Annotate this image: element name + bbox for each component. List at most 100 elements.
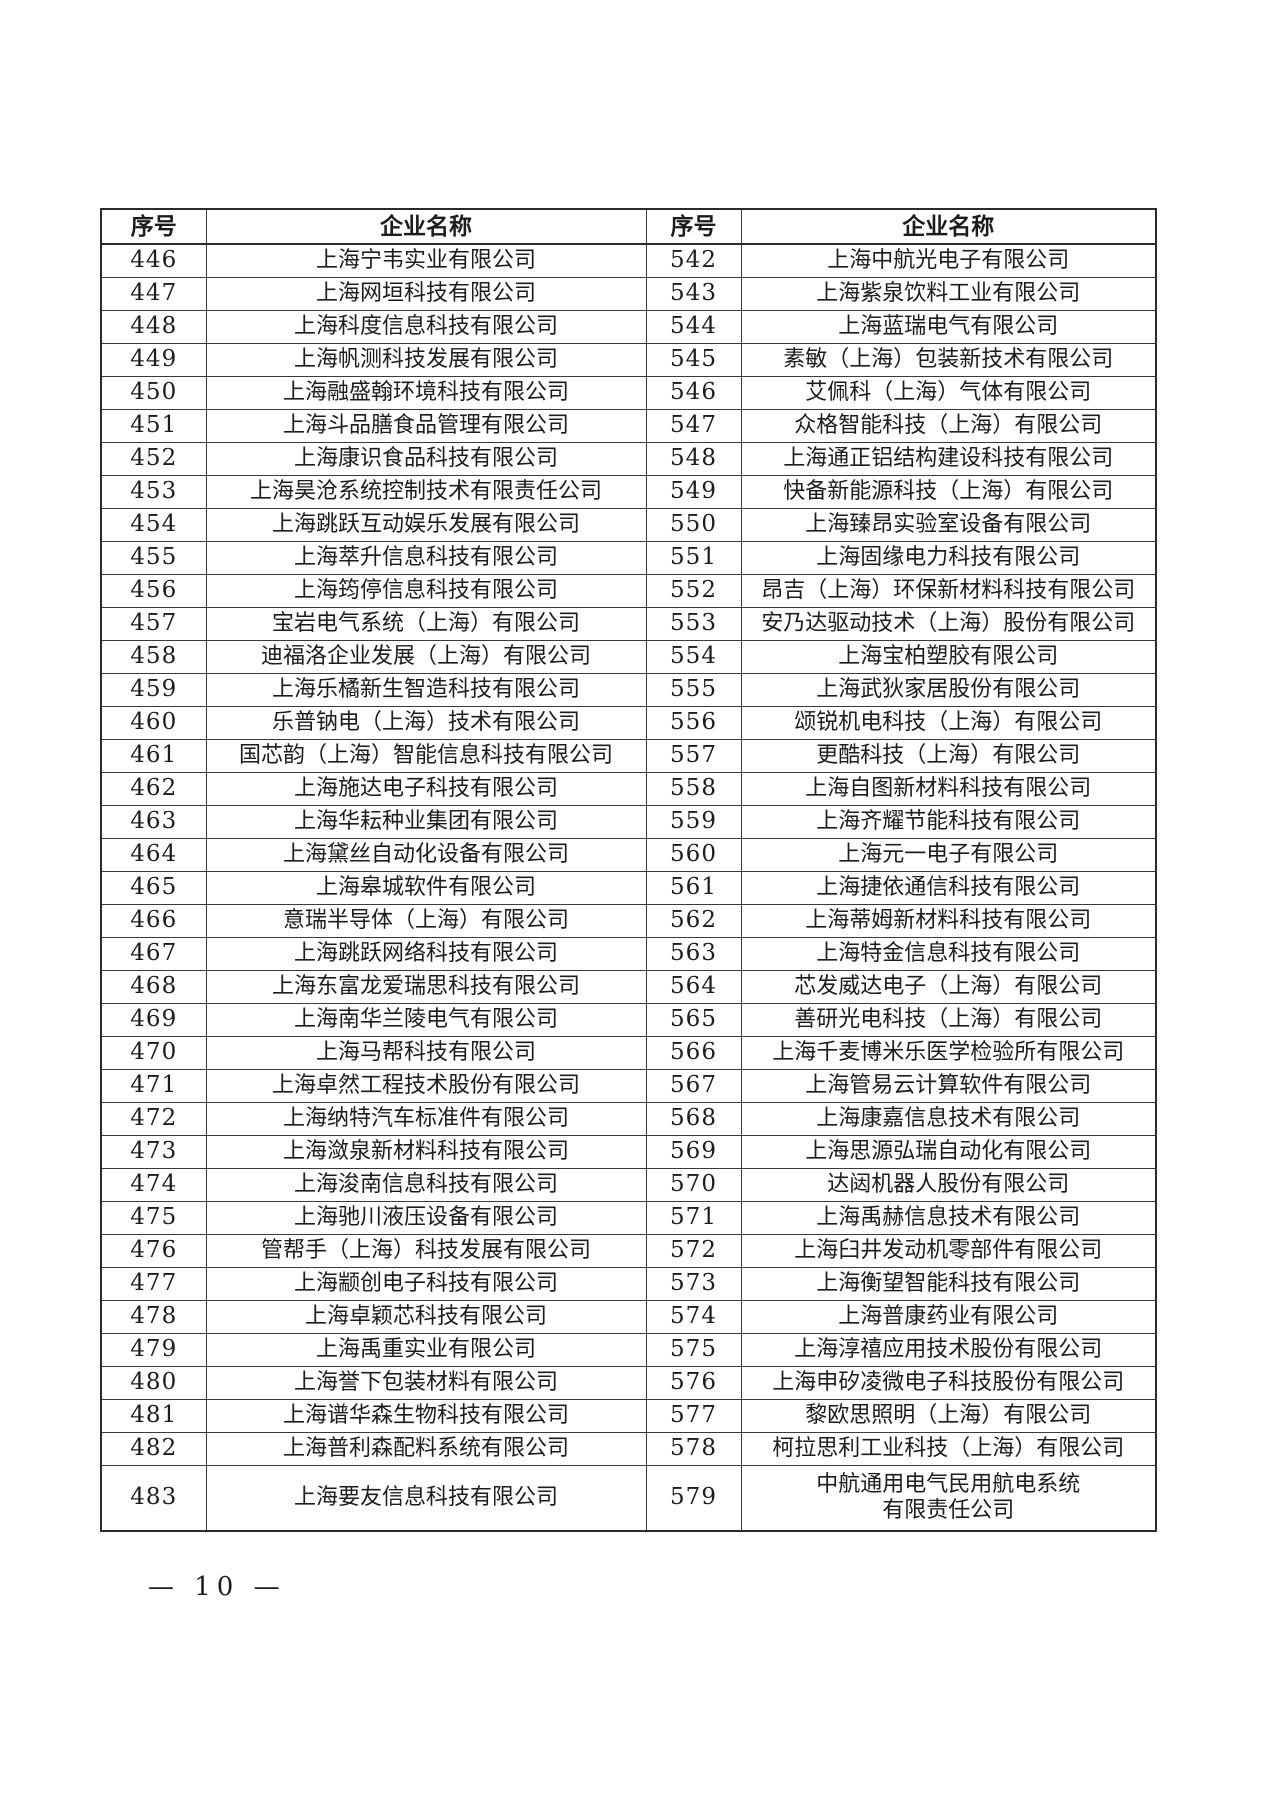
table-row: 480 上海誉下包装材料有限公司 576 上海申矽凌微电子科技股份有限公司 [100, 1366, 1157, 1400]
serial-number-cell-left: 461 [100, 739, 207, 773]
company-name-cell-right: 上海蓝瑞电气有限公司 [740, 310, 1157, 344]
table-body: 446 上海宁韦实业有限公司 542 上海中航光电子有限公司 447 上海网垣科… [100, 243, 1157, 1532]
company-name-cell-right: 颂锐机电科技（上海）有限公司 [740, 706, 1157, 740]
company-name-cell-right: 善研光电科技（上海）有限公司 [740, 1003, 1157, 1037]
table-row: 457 宝岩电气系统（上海）有限公司 553 安乃达驱动技术（上海）股份有限公司 [100, 607, 1157, 641]
company-name-cell-left: 上海乐橘新生智造科技有限公司 [205, 673, 647, 707]
table-row: 456 上海筠停信息科技有限公司 552 昂吉（上海）环保新材料科技有限公司 [100, 574, 1157, 608]
serial-number-cell-right: 542 [645, 243, 742, 278]
serial-number-cell-right: 578 [645, 1432, 742, 1466]
serial-number-cell-left: 479 [100, 1333, 207, 1367]
serial-number-cell-right: 568 [645, 1102, 742, 1136]
col-header-index-left: 序号 [100, 208, 207, 245]
serial-number-cell-left: 451 [100, 409, 207, 443]
company-name-cell-left: 上海卓颖芯科技有限公司 [205, 1300, 647, 1334]
serial-number-cell-left: 473 [100, 1135, 207, 1169]
serial-number-cell-right: 563 [645, 937, 742, 971]
table-row: 464 上海黛丝自动化设备有限公司 560 上海元一电子有限公司 [100, 838, 1157, 872]
company-name-cell-left: 上海宁韦实业有限公司 [205, 243, 647, 278]
company-name-cell-left: 上海康识食品科技有限公司 [205, 442, 647, 476]
serial-number-cell-right: 550 [645, 508, 742, 542]
table-row: 463 上海华耘种业集团有限公司 559 上海齐耀节能科技有限公司 [100, 805, 1157, 839]
table-row: 478 上海卓颖芯科技有限公司 574 上海普康药业有限公司 [100, 1300, 1157, 1334]
company-name-cell-left: 上海筠停信息科技有限公司 [205, 574, 647, 608]
company-name-cell-right: 上海康嘉信息技术有限公司 [740, 1102, 1157, 1136]
company-name-cell-left: 迪福洛企业发展（上海）有限公司 [205, 640, 647, 674]
company-name-cell-left: 上海帆测科技发展有限公司 [205, 343, 647, 377]
serial-number-cell-right: 562 [645, 904, 742, 938]
serial-number-cell-left: 448 [100, 310, 207, 344]
serial-number-cell-left: 477 [100, 1267, 207, 1301]
table-row: 455 上海萃升信息科技有限公司 551 上海固缘电力科技有限公司 [100, 541, 1157, 575]
company-name-cell-right: 上海臼井发动机零部件有限公司 [740, 1234, 1157, 1268]
serial-number-cell-right: 551 [645, 541, 742, 575]
serial-number-cell-right: 577 [645, 1399, 742, 1433]
company-name-cell-right: 上海宝柏塑胶有限公司 [740, 640, 1157, 674]
company-name-cell-right: 上海衡望智能科技有限公司 [740, 1267, 1157, 1301]
serial-number-cell-left: 455 [100, 541, 207, 575]
table-row: 472 上海纳特汽车标准件有限公司 568 上海康嘉信息技术有限公司 [100, 1102, 1157, 1136]
company-name-cell-right: 上海蒂姆新材料科技有限公司 [740, 904, 1157, 938]
serial-number-cell-left: 462 [100, 772, 207, 806]
table-row: 454 上海跳跃互动娱乐发展有限公司 550 上海臻昂实验室设备有限公司 [100, 508, 1157, 542]
serial-number-cell-right: 575 [645, 1333, 742, 1367]
company-name-cell-left: 上海网垣科技有限公司 [205, 277, 647, 311]
company-name-cell-left: 上海萃升信息科技有限公司 [205, 541, 647, 575]
company-name-cell-right: 艾佩科（上海）气体有限公司 [740, 376, 1157, 410]
table-row: 479 上海禹重实业有限公司 575 上海淳禧应用技术股份有限公司 [100, 1333, 1157, 1367]
company-table: 序号 企业名称 序号 企业名称 446 上海宁韦实业有限公司 542 上海中航光… [100, 208, 1157, 1532]
serial-number-cell-right: 554 [645, 640, 742, 674]
company-name-cell-right: 众格智能科技（上海）有限公司 [740, 409, 1157, 443]
company-name-cell-right: 上海捷依通信科技有限公司 [740, 871, 1157, 905]
serial-number-cell-right: 544 [645, 310, 742, 344]
company-name-cell-right: 上海管易云计算软件有限公司 [740, 1069, 1157, 1103]
serial-number-cell-left: 476 [100, 1234, 207, 1268]
serial-number-cell-left: 470 [100, 1036, 207, 1070]
company-name-cell-right: 上海齐耀节能科技有限公司 [740, 805, 1157, 839]
serial-number-cell-left: 466 [100, 904, 207, 938]
company-name-cell-right: 上海普康药业有限公司 [740, 1300, 1157, 1334]
company-name-cell-left: 上海跳跃网络科技有限公司 [205, 937, 647, 971]
serial-number-cell-left: 474 [100, 1168, 207, 1202]
serial-number-cell-right: 566 [645, 1036, 742, 1070]
company-name-cell-right: 上海千麦博米乐医学检验所有限公司 [740, 1036, 1157, 1070]
company-name-cell-right: 中航通用电气民用航电系统 有限责任公司 [740, 1465, 1157, 1532]
company-name-cell-left: 上海华耘种业集团有限公司 [205, 805, 647, 839]
company-name-cell-left: 上海施达电子科技有限公司 [205, 772, 647, 806]
company-name-cell-right: 素敏（上海）包装新技术有限公司 [740, 343, 1157, 377]
company-name-cell-right: 上海自图新材料科技有限公司 [740, 772, 1157, 806]
company-name-cell-left: 意瑞半导体（上海）有限公司 [205, 904, 647, 938]
table-row: 468 上海东富龙爱瑞思科技有限公司 564 芯发威达电子（上海）有限公司 [100, 970, 1157, 1004]
company-name-cell-left: 上海颛创电子科技有限公司 [205, 1267, 647, 1301]
company-name-cell-right: 上海元一电子有限公司 [740, 838, 1157, 872]
company-name-cell-left: 上海纳特汽车标准件有限公司 [205, 1102, 647, 1136]
serial-number-cell-right: 555 [645, 673, 742, 707]
company-name-cell-left: 宝岩电气系统（上海）有限公司 [205, 607, 647, 641]
company-name-cell-left: 上海卓然工程技术股份有限公司 [205, 1069, 647, 1103]
serial-number-cell-right: 561 [645, 871, 742, 905]
col-header-name-left: 企业名称 [205, 208, 647, 245]
serial-number-cell-right: 546 [645, 376, 742, 410]
company-name-cell-left: 上海浚南信息科技有限公司 [205, 1168, 647, 1202]
col-header-index-right: 序号 [645, 208, 742, 245]
company-name-cell-right: 上海臻昂实验室设备有限公司 [740, 508, 1157, 542]
table-row: 459 上海乐橘新生智造科技有限公司 555 上海武狄家居股份有限公司 [100, 673, 1157, 707]
table-row: 476 管帮手（上海）科技发展有限公司 572 上海臼井发动机零部件有限公司 [100, 1234, 1157, 1268]
table-row: 482 上海普利森配料系统有限公司 578 柯拉思利工业科技（上海）有限公司 [100, 1432, 1157, 1466]
serial-number-cell-left: 457 [100, 607, 207, 641]
serial-number-cell-right: 576 [645, 1366, 742, 1400]
table-row: 473 上海潋泉新材料科技有限公司 569 上海思源弘瑞自动化有限公司 [100, 1135, 1157, 1169]
company-name-cell-right: 上海通正铝结构建设科技有限公司 [740, 442, 1157, 476]
company-name-cell-left: 上海禹重实业有限公司 [205, 1333, 647, 1367]
company-name-cell-right: 上海淳禧应用技术股份有限公司 [740, 1333, 1157, 1367]
serial-number-cell-right: 557 [645, 739, 742, 773]
serial-number-cell-left: 454 [100, 508, 207, 542]
company-name-cell-left: 上海东富龙爱瑞思科技有限公司 [205, 970, 647, 1004]
serial-number-cell-right: 574 [645, 1300, 742, 1334]
serial-number-cell-left: 464 [100, 838, 207, 872]
company-name-cell-right: 快备新能源科技（上海）有限公司 [740, 475, 1157, 509]
company-name-cell-left: 上海皋城软件有限公司 [205, 871, 647, 905]
table-row: 447 上海网垣科技有限公司 543 上海紫泉饮料工业有限公司 [100, 277, 1157, 311]
serial-number-cell-left: 456 [100, 574, 207, 608]
serial-number-cell-left: 481 [100, 1399, 207, 1433]
